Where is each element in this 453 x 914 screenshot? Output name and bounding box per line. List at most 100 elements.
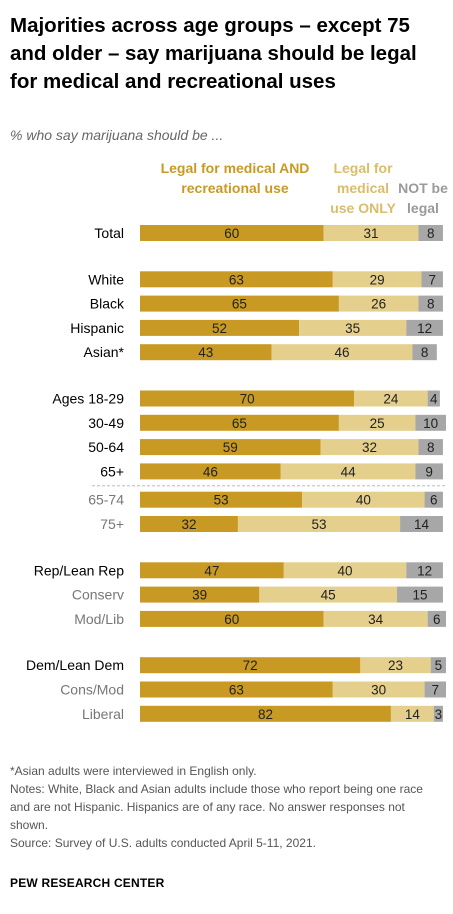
- data-label: 8: [421, 345, 429, 360]
- row-label: Mod/Lib: [74, 611, 124, 627]
- data-label: 8: [427, 226, 435, 241]
- bar-segment-not-legal: [424, 681, 446, 698]
- row-label: 30-49: [88, 415, 124, 431]
- bar-row-75: 75+ 32 53 14: [100, 516, 443, 532]
- data-label: 60: [224, 612, 239, 627]
- bar-segment-medical-only: [320, 439, 419, 456]
- column-header-medical-and-recreational: Legal for medical AND recreational use: [160, 160, 310, 196]
- data-label: 70: [240, 392, 255, 407]
- org-credit: PEW RESEARCH CENTER: [10, 876, 165, 890]
- data-label: 52: [212, 321, 227, 336]
- row-label: Hispanic: [70, 320, 124, 336]
- bar-segment-medical-and-recreational: [140, 414, 339, 431]
- data-label: 43: [198, 345, 213, 360]
- data-label: 35: [345, 321, 360, 336]
- data-label: 25: [370, 416, 385, 431]
- chart-subtitle: % who say marijuana should be ...: [10, 127, 224, 143]
- bar-segment-medical-only: [338, 414, 416, 431]
- row-label: Cons/Mod: [60, 682, 124, 698]
- bar-segment-not-legal: [424, 491, 443, 508]
- data-label: 26: [371, 297, 386, 312]
- data-label: 8: [427, 440, 435, 455]
- bar-row-black: Black 65 26 8: [90, 295, 443, 312]
- data-label: 47: [204, 563, 219, 578]
- data-label: 46: [203, 464, 218, 479]
- data-label: 12: [417, 563, 432, 578]
- bar-segment-medical-only: [271, 344, 413, 361]
- bar-segment-not-legal: [430, 657, 446, 674]
- data-label: 30: [371, 683, 386, 698]
- bar-segment-medical-and-recreational: [140, 657, 361, 674]
- note-definitions: Notes: White, Black and Asian adults inc…: [10, 782, 423, 832]
- data-label: 44: [341, 464, 357, 479]
- data-label: 65: [232, 416, 247, 431]
- data-label: 8: [427, 297, 435, 312]
- data-label: 9: [425, 464, 433, 479]
- data-label: 3: [435, 707, 443, 722]
- bar-segment-not-legal: [412, 344, 437, 361]
- data-label: 53: [214, 493, 229, 508]
- data-label: 14: [414, 517, 430, 532]
- bar-segment-medical-only: [280, 463, 416, 480]
- bar-segment-medical-only: [354, 390, 428, 407]
- bar-segment-medical-and-recreational: [140, 681, 333, 698]
- bar-segment-medical-and-recreational: [140, 295, 339, 312]
- bar-row-conserv: Conserv 39 45 15: [72, 586, 443, 603]
- bar-segment-not-legal: [427, 610, 446, 627]
- bar-segment-medical-and-recreational: [140, 225, 324, 241]
- data-label: 72: [243, 658, 258, 673]
- data-label: 14: [405, 707, 421, 722]
- data-label: 31: [364, 226, 379, 241]
- bar-row-30-49: 30-49 65 25 10: [88, 414, 446, 431]
- row-label: 65+: [100, 463, 124, 479]
- bar-segment-not-legal: [415, 463, 443, 480]
- bar-row-50-64: 50-64 59 32 8: [88, 439, 443, 456]
- bar-segment-medical-and-recreational: [140, 344, 272, 361]
- bar-segment-medical-and-recreational: [140, 319, 300, 336]
- bar-segment-not-legal: [406, 319, 443, 336]
- column-header-medical-only: Legal for medical use ONLY: [330, 160, 396, 216]
- bar-segment-medical-only: [332, 271, 422, 288]
- bar-row-65-74: 65-74 53 40 6: [88, 491, 443, 508]
- bar-segment-medical-only: [283, 562, 407, 579]
- bar-row-rep-lean-rep: Rep/Lean Rep 47 40 12: [34, 562, 443, 579]
- data-label: 29: [370, 272, 385, 287]
- bar-segment-medical-and-recreational: [140, 610, 324, 627]
- row-label: Asian*: [84, 344, 125, 360]
- bar-segment-medical-only: [332, 681, 425, 698]
- bar-segment-medical-only: [323, 225, 419, 241]
- bar-segment-not-legal: [400, 516, 443, 532]
- data-label: 10: [423, 416, 438, 431]
- bar-row-hispanic: Hispanic 52 35 12: [70, 319, 443, 336]
- data-label: 34: [368, 612, 384, 627]
- data-label: 40: [338, 563, 353, 578]
- bar-row-asian: Asian* 43 46 8: [84, 344, 437, 361]
- row-label: Total: [94, 225, 124, 241]
- bar-segment-medical-and-recreational: [140, 516, 238, 532]
- bar-segment-medical-and-recreational: [140, 705, 391, 722]
- bar-segment-medical-only: [259, 586, 398, 603]
- bar-row-65: 65+ 46 44 9: [100, 463, 443, 480]
- bar-segment-not-legal: [418, 295, 443, 312]
- note-asian: *Asian adults were interviewed in Englis…: [10, 764, 257, 778]
- data-label: 32: [362, 440, 377, 455]
- bar-segment-not-legal: [406, 562, 443, 579]
- data-label: 4: [430, 392, 438, 407]
- bar-row-mod-lib: Mod/Lib 60 34 6: [74, 610, 446, 627]
- bar-row-total: Total 60 31 8: [94, 225, 443, 241]
- row-label: Black: [90, 296, 125, 312]
- data-label: 6: [430, 493, 438, 508]
- row-label: Rep/Lean Rep: [34, 562, 125, 578]
- data-label: 45: [321, 588, 336, 603]
- data-label: 15: [412, 588, 427, 603]
- bar-row-cons-mod: Cons/Mod 63 30 7: [60, 681, 446, 698]
- row-label: Ages 18-29: [52, 391, 124, 407]
- row-label: Liberal: [82, 706, 124, 722]
- data-label: 63: [229, 683, 244, 698]
- bar-segment-medical-and-recreational: [140, 271, 333, 288]
- chart-notes: *Asian adults were interviewed in Englis…: [10, 762, 446, 852]
- bar-segment-not-legal: [397, 586, 443, 603]
- bar-segment-medical-only: [338, 295, 419, 312]
- bar-segment-medical-and-recreational: [140, 439, 321, 456]
